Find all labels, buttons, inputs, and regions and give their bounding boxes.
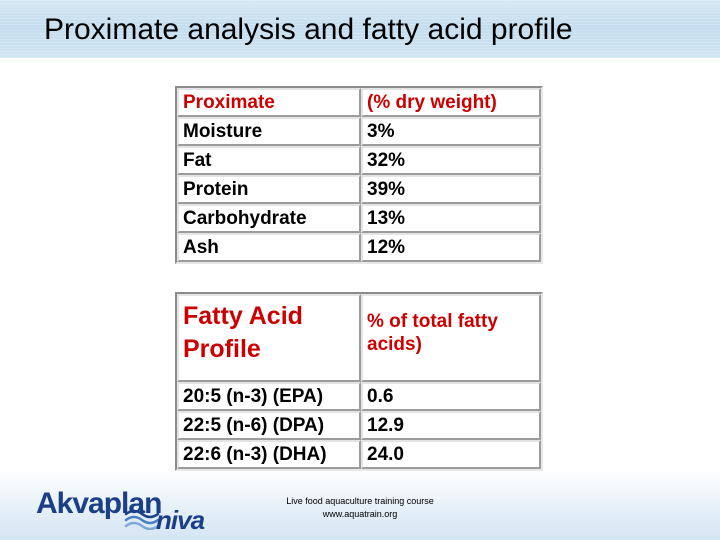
footer-website: www.aquatrain.org: [322, 509, 398, 519]
table-cell-fatty-acid: 22:6 (n-3) (DHA): [177, 440, 361, 469]
table-cell-component: Fat: [177, 146, 361, 175]
table-row: 22:5 (n-6) (DPA) 12.9: [177, 411, 541, 440]
logo-text-niva: niva: [156, 505, 205, 535]
table-cell-component: Protein: [177, 175, 361, 204]
table-cell-value: 39%: [361, 175, 541, 204]
table-cell-value: 3%: [361, 117, 541, 146]
table-row: 22:6 (n-3) (DHA) 24.0: [177, 440, 541, 469]
table-cell-component: Ash: [177, 233, 361, 262]
header-cell-proximate: Proximate: [177, 88, 361, 117]
table-row: Moisture 3%: [177, 117, 541, 146]
table-cell-component: Carbohydrate: [177, 204, 361, 233]
header-cell-fatty-acid-profile: Fatty Acid Profile: [177, 294, 361, 382]
bottom-band: [0, 470, 720, 540]
wave-icon: [124, 509, 160, 530]
table-row: Ash 12%: [177, 233, 541, 262]
table-cell-fatty-acid: 20:5 (n-3) (EPA): [177, 382, 361, 411]
footer-course-name: Live food aquaculture training course: [286, 496, 434, 506]
table-cell-value: 13%: [361, 204, 541, 233]
table-header-row: Fatty Acid Profile % of total fatty acid…: [177, 294, 541, 382]
table-row: Fat 32%: [177, 146, 541, 175]
table-row: 20:5 (n-3) (EPA) 0.6: [177, 382, 541, 411]
header-cell-percent-total: % of total fatty acids): [361, 294, 541, 382]
proximate-table: Proximate (% dry weight) Moisture 3% Fat…: [175, 86, 543, 264]
table-cell-value: 32%: [361, 146, 541, 175]
table-row: Protein 39%: [177, 175, 541, 204]
table-header-row: Proximate (% dry weight): [177, 88, 541, 117]
table-cell-value: 24.0: [361, 440, 541, 469]
header-cell-dry-weight: (% dry weight): [361, 88, 541, 117]
fatty-acid-table: Fatty Acid Profile % of total fatty acid…: [175, 292, 543, 471]
table-cell-fatty-acid: 22:5 (n-6) (DPA): [177, 411, 361, 440]
title-bar: [0, 0, 720, 58]
akvaplan-niva-logo: Akvaplan niva: [36, 482, 216, 535]
slide-title: Proximate analysis and fatty acid profil…: [44, 13, 573, 46]
table-cell-component: Moisture: [177, 117, 361, 146]
table-row: Carbohydrate 13%: [177, 204, 541, 233]
table-cell-value: 12%: [361, 233, 541, 262]
table-cell-value: 0.6: [361, 382, 541, 411]
table-cell-value: 12.9: [361, 411, 541, 440]
